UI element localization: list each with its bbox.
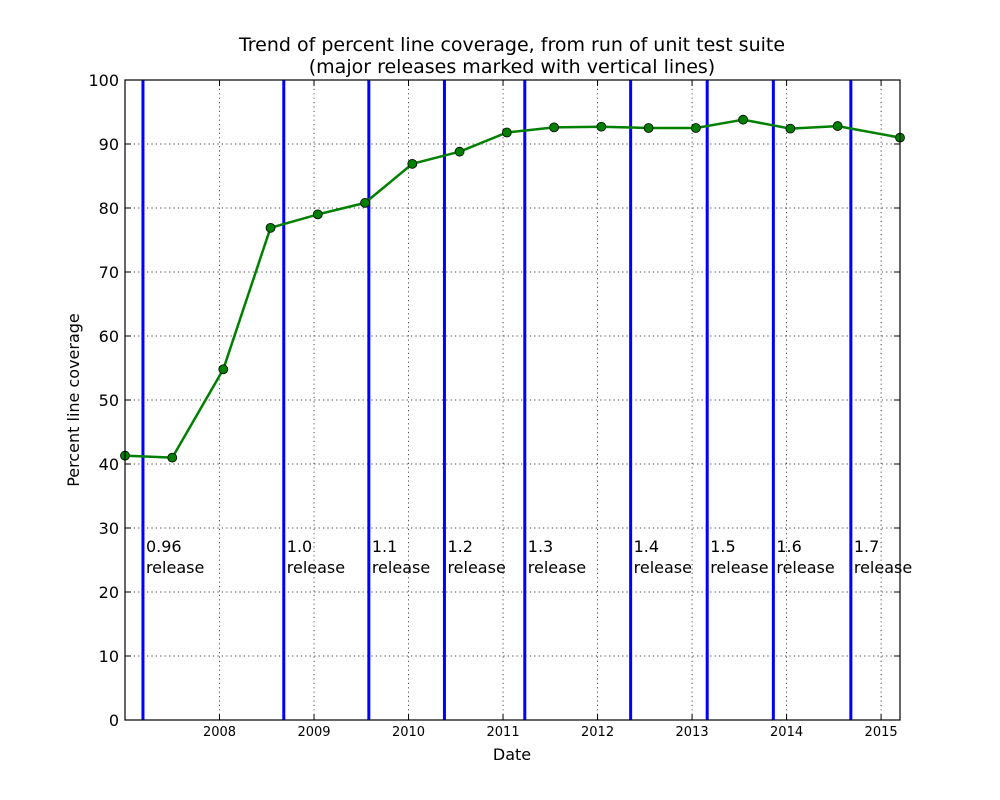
y-axis-label: Percent line coverage	[64, 313, 83, 487]
y-tick-label: 40	[99, 455, 119, 474]
data-point	[265, 222, 276, 233]
release-word-label: release	[634, 558, 692, 577]
data-point	[407, 158, 418, 169]
x-tick-label: 2012	[581, 725, 614, 740]
y-tick-label: 70	[99, 263, 119, 282]
chart-title: Trend of percent line coverage, from run…	[238, 34, 785, 56]
x-tick-label: 2013	[676, 725, 709, 740]
release-markers	[141, 80, 853, 720]
data-point	[596, 121, 607, 132]
x-tick-label: 2014	[770, 725, 803, 740]
data-point	[643, 123, 654, 133]
y-tick-label: 100	[88, 71, 119, 90]
data-point	[360, 197, 370, 208]
data-point	[167, 452, 178, 463]
data-point	[454, 146, 465, 157]
x-tick-label: 2015	[865, 725, 898, 740]
axis-ticks	[125, 79, 900, 721]
grid	[125, 80, 900, 720]
y-tick-label: 60	[99, 327, 119, 346]
x-axis-label: Date	[493, 745, 531, 764]
release-version-label: 1.3	[528, 537, 553, 556]
y-tick-label: 0	[109, 711, 119, 730]
release-labels: 0.96 release 1.0 release 1.1 release 1.2 releas…	[146, 537, 912, 577]
x-tick-label: 2008	[203, 725, 236, 740]
y-tick-label: 30	[99, 519, 119, 538]
release-word-label: release	[854, 558, 912, 577]
data-point	[549, 122, 559, 133]
release-version-label: 1.1	[372, 537, 397, 556]
release-version-label: 0.96	[146, 537, 182, 556]
data-point	[832, 121, 843, 131]
coverage-series	[120, 114, 905, 463]
y-tick-label: 10	[99, 647, 119, 666]
data-point	[690, 123, 701, 133]
chart-subtitle: (major releases marked with vertical lin…	[309, 56, 715, 78]
release-version-label: 1.0	[287, 537, 312, 556]
y-tick-label: 20	[99, 583, 119, 602]
y-tick-label: 50	[99, 391, 119, 410]
release-version-label: 1.2	[447, 537, 472, 556]
release-word-label: release	[776, 558, 834, 577]
x-tick-label: 2009	[297, 725, 330, 740]
release-word-label: release	[710, 558, 768, 577]
x-tick-label: 2010	[392, 725, 425, 740]
release-word-label: release	[528, 558, 586, 577]
release-word-label: release	[287, 558, 345, 577]
data-point	[785, 123, 796, 134]
release-version-label: 1.7	[854, 537, 879, 556]
release-word-label: release	[372, 558, 430, 577]
release-version-label: 1.6	[776, 537, 801, 556]
x-tick-label: 2011	[487, 725, 520, 740]
y-tick-label: 80	[99, 199, 119, 218]
data-point	[501, 127, 512, 138]
data-point	[738, 114, 749, 125]
y-tick-labels: 0 10 20 30 40 50 60 70 80 90 100	[88, 71, 119, 730]
release-version-label: 1.5	[710, 537, 735, 556]
data-point	[312, 209, 323, 220]
x-tick-labels: 2008 2009 2010 2011 2012 2013 2014 2015	[203, 725, 898, 740]
series-line	[124, 118, 901, 459]
release-version-label: 1.4	[634, 537, 659, 556]
data-point	[218, 364, 229, 375]
release-word-label: release	[447, 558, 505, 577]
y-tick-label: 90	[99, 135, 119, 154]
release-word-label: release	[146, 558, 204, 577]
